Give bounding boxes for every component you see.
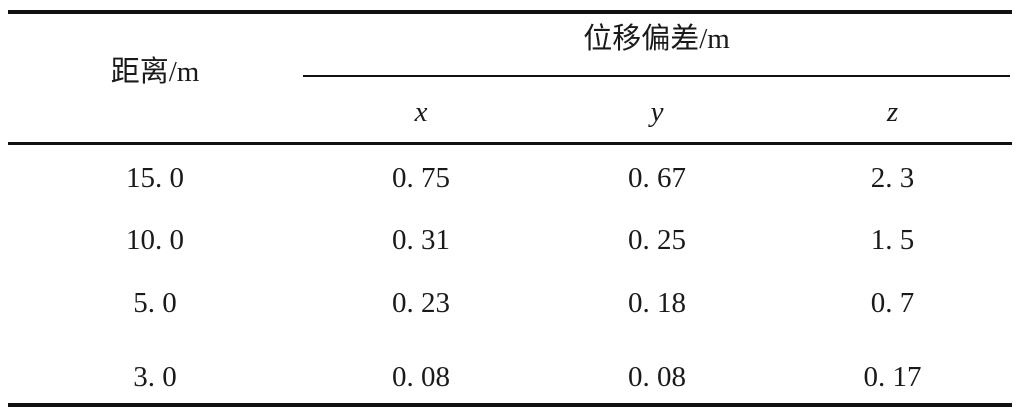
table-row: 0. 67 bbox=[628, 162, 686, 194]
table-row: 10. 0 bbox=[126, 224, 184, 256]
table-group-rule bbox=[303, 75, 1010, 77]
table-row: 15. 0 bbox=[126, 162, 184, 194]
table-row: 0. 08 bbox=[392, 361, 450, 393]
table-top-rule bbox=[8, 10, 1012, 14]
table-row: 0. 17 bbox=[863, 361, 922, 393]
table-row: 0. 23 bbox=[392, 287, 450, 319]
table-row: 5. 0 bbox=[133, 287, 177, 319]
column-header-distance: 距离/m bbox=[110, 56, 200, 88]
table-row: 0. 7 bbox=[870, 287, 915, 319]
table-row: 1. 5 bbox=[870, 224, 915, 256]
table-row: 0. 18 bbox=[628, 287, 686, 319]
column-header-z: z bbox=[886, 96, 899, 128]
table-row: 0. 25 bbox=[628, 224, 686, 256]
column-header-y: y bbox=[650, 96, 664, 128]
table-row: 3. 0 bbox=[133, 361, 177, 393]
table-row: 0. 75 bbox=[392, 162, 450, 194]
column-group-header-displacement-deviation: 位移偏差/m bbox=[583, 23, 730, 55]
table-row: 0. 31 bbox=[392, 224, 450, 256]
table-row: 2. 3 bbox=[870, 162, 915, 194]
table-row: 0. 08 bbox=[628, 361, 686, 393]
table-bottom-rule bbox=[8, 403, 1012, 407]
table-header-rule bbox=[8, 142, 1012, 145]
column-header-x: x bbox=[414, 96, 428, 128]
